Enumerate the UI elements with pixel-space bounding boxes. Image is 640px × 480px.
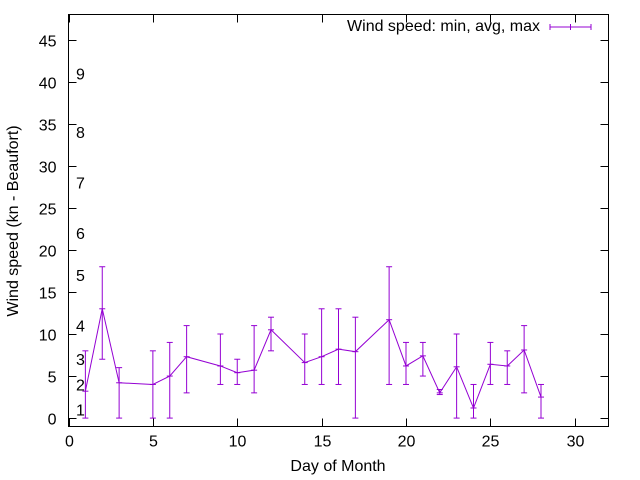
y-axis-label: Wind speed (kn - Beaufort) — [5, 125, 22, 316]
legend: Wind speed: min, avg, max — [347, 18, 592, 35]
data-point — [487, 341, 494, 385]
beaufort-label: 2 — [76, 377, 85, 394]
y-tick-label: 25 — [39, 202, 57, 219]
data-point — [352, 316, 359, 419]
x-tick-label: 25 — [482, 434, 500, 451]
y-tick-label: 35 — [39, 118, 57, 135]
data-point — [335, 308, 342, 385]
data-point — [436, 389, 443, 396]
data-point — [521, 325, 528, 394]
beaufort-label: 8 — [76, 125, 85, 142]
x-tick-label: 20 — [398, 434, 416, 451]
data-point — [149, 350, 156, 419]
beaufort-label: 3 — [76, 352, 85, 369]
beaufort-label: 9 — [76, 66, 85, 83]
x-tick-labels: 0 5 10 15 20 25 30 — [65, 434, 584, 451]
data-point — [268, 316, 274, 352]
data-point — [99, 266, 106, 360]
beaufort-annotations: 1 2 3 4 5 6 7 8 9 — [76, 66, 85, 419]
plot-border — [68, 14, 609, 427]
data-point — [166, 341, 173, 419]
beaufort-label: 7 — [76, 176, 85, 193]
data-point — [217, 333, 224, 385]
data-point — [183, 325, 190, 394]
x-tick-label: 5 — [149, 434, 158, 451]
x-tick-label: 15 — [314, 434, 332, 451]
data-point — [403, 341, 409, 385]
data-point — [82, 350, 89, 419]
y-tick-label: 30 — [39, 160, 57, 177]
data-point — [386, 266, 393, 385]
beaufort-label: 6 — [76, 226, 85, 243]
y-tick-label: 10 — [39, 328, 57, 345]
data-point — [234, 358, 241, 385]
data-point — [116, 367, 123, 419]
y-tick-label: 5 — [48, 370, 57, 387]
y-tick-label: 15 — [39, 286, 57, 303]
y-tick-label: 40 — [39, 76, 57, 93]
y-tick-label: 45 — [39, 34, 57, 51]
data-point — [251, 325, 258, 394]
series-layer — [82, 266, 544, 419]
data-point — [301, 333, 308, 385]
y-tick-label: 0 — [48, 412, 57, 429]
x-tick-label: 0 — [65, 434, 74, 451]
data-point — [318, 308, 325, 385]
x-tick-label: 10 — [229, 434, 247, 451]
legend-label: Wind speed: min, avg, max — [347, 18, 540, 35]
legend-sample — [549, 24, 592, 30]
beaufort-label: 5 — [76, 268, 85, 285]
data-point — [538, 383, 544, 419]
x-tick-label: 30 — [567, 434, 585, 451]
y-tick-label: 20 — [39, 244, 57, 261]
x-axis-label: Day of Month — [290, 458, 385, 475]
beaufort-label: 1 — [76, 403, 85, 420]
axis-ticks — [68, 14, 609, 427]
y-tick-labels: 0 5 10 15 20 25 30 35 40 45 — [39, 34, 57, 429]
series-line — [84, 308, 542, 410]
data-point — [470, 383, 477, 419]
data-point — [419, 341, 426, 377]
beaufort-label: 4 — [76, 319, 85, 336]
data-point — [453, 333, 460, 419]
data-point — [504, 350, 511, 385]
